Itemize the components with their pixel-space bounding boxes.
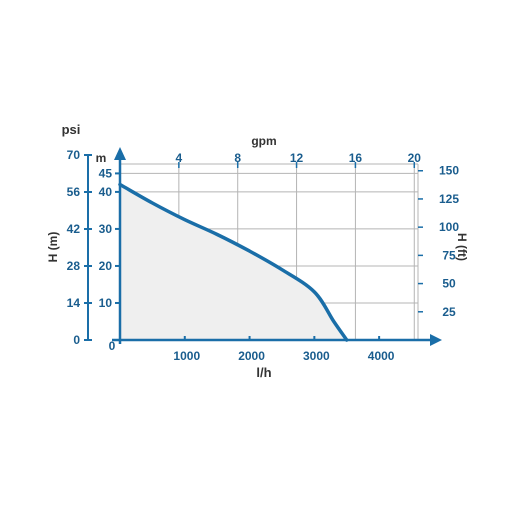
gpm-axis-title: gpm	[251, 134, 276, 148]
ft-tick-label: 100	[439, 220, 459, 234]
x-axis-title: l/h	[256, 365, 271, 380]
axes-layer	[84, 147, 442, 346]
y-axis-title-m: H (m)	[46, 232, 60, 263]
psi-tick-label: 42	[67, 222, 81, 236]
y-axis-title-ft: H (ft)	[455, 233, 469, 261]
x-tick-label: 1000	[173, 349, 200, 363]
m-axis-unit: m	[96, 151, 107, 165]
labels-layer: 0 1000 2000 3000 4000 4 8 12 16 20 10 20 30 40 45 0 14 28…	[67, 148, 460, 363]
psi-tick-label: 0	[73, 333, 80, 347]
psi-axis-title: psi	[62, 122, 81, 137]
ft-tick-label: 125	[439, 192, 459, 206]
y-axis-arrow	[114, 147, 126, 160]
ft-tick-label: 25	[442, 305, 456, 319]
psi-tick-label: 14	[67, 296, 81, 310]
ft-tick-label: 75	[442, 248, 456, 262]
y-tick-label: 20	[99, 259, 113, 273]
gpm-tick-label: 8	[234, 151, 241, 165]
x-tick-label: 2000	[238, 349, 265, 363]
y-tick-label: 40	[99, 185, 113, 199]
x-tick-label: 3000	[303, 349, 330, 363]
y-tick-label: 10	[99, 296, 113, 310]
psi-tick-label: 56	[67, 185, 81, 199]
x-axis-arrow	[430, 334, 442, 346]
psi-tick-label: 70	[67, 148, 81, 162]
x-tick-label: 0	[109, 339, 116, 353]
gpm-tick-label: 12	[290, 151, 304, 165]
gpm-tick-label: 20	[408, 151, 422, 165]
ft-tick-label: 50	[442, 277, 456, 291]
y-tick-label: 45	[99, 166, 113, 180]
gpm-tick-label: 16	[349, 151, 363, 165]
y-tick-label: 30	[99, 222, 113, 236]
gpm-tick-label: 4	[176, 151, 183, 165]
ft-tick-label: 150	[439, 164, 459, 178]
performance-curve	[118, 182, 349, 342]
psi-tick-label: 28	[67, 259, 81, 273]
x-tick-label: 4000	[368, 349, 395, 363]
curve-area-fill	[120, 184, 347, 340]
